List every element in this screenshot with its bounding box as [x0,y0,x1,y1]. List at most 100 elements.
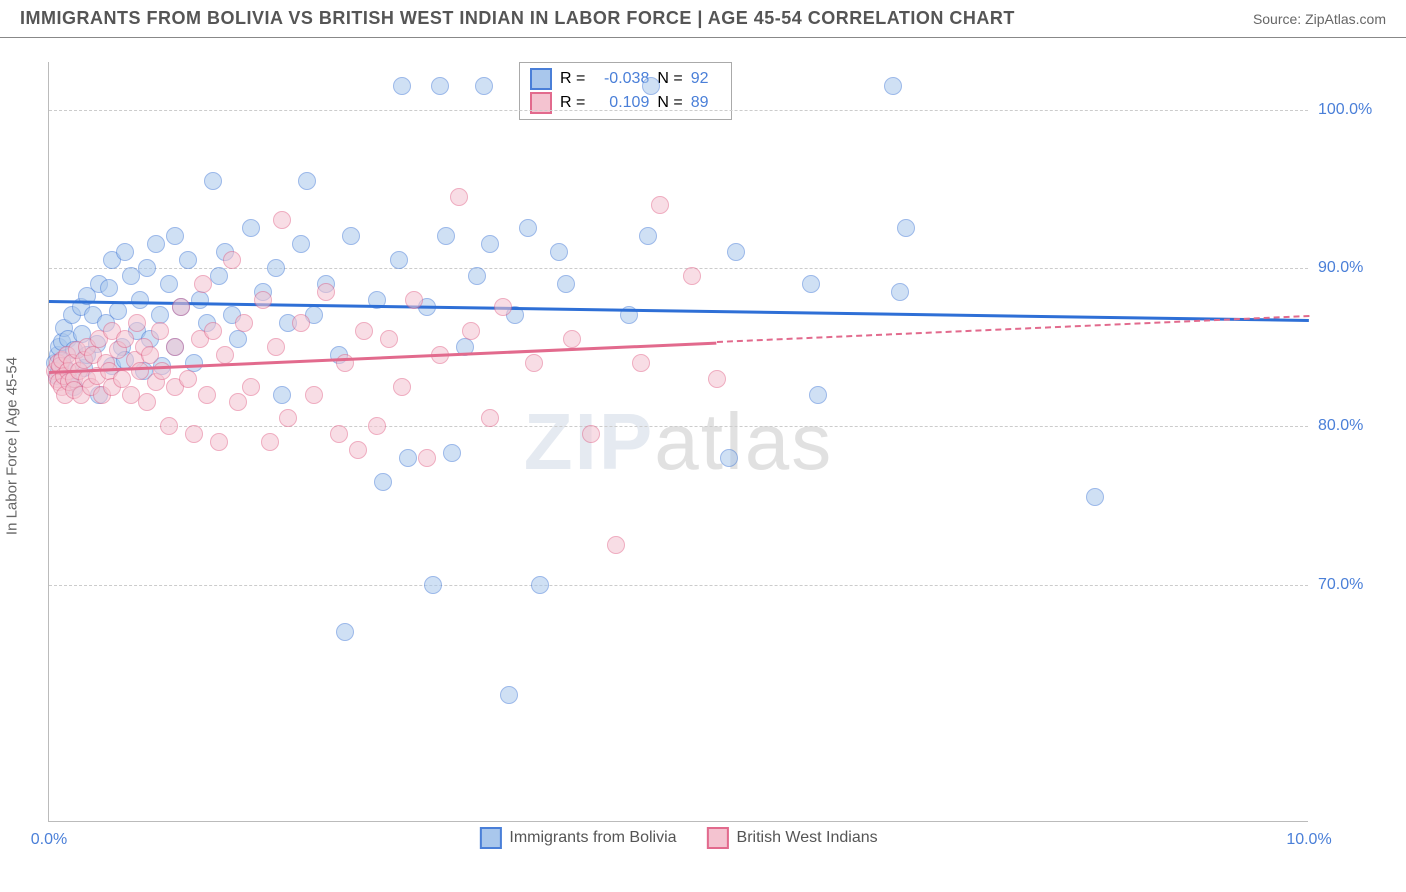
gridline [49,110,1308,111]
y-axis-label: In Labor Force | Age 45-54 [4,357,21,535]
scatter-point [802,275,820,293]
swatch-bwi [530,92,552,114]
gridline [49,585,1308,586]
r-value-bolivia: -0.038 [593,70,649,88]
scatter-point [390,251,408,269]
scatter-point [147,235,165,253]
scatter-point [809,386,827,404]
scatter-point [267,338,285,356]
scatter-point [122,386,140,404]
series-legend: Immigrants from Bolivia British West Ind… [479,827,877,849]
scatter-point [131,362,149,380]
scatter-point [632,354,650,372]
scatter-point [210,267,228,285]
xtick-label: 0.0% [31,831,67,849]
scatter-point [349,441,367,459]
scatter-point [179,370,197,388]
scatter-point [336,623,354,641]
scatter-point [216,346,234,364]
scatter-point [153,362,171,380]
scatter-point [557,275,575,293]
scatter-point [368,417,386,435]
r-label: R = [560,70,585,88]
ytick-label: 70.0% [1318,576,1388,594]
scatter-point [166,338,184,356]
ytick-label: 80.0% [1318,417,1388,435]
n-value-bolivia: 92 [691,70,721,88]
scatter-point [443,444,461,462]
scatter-point [116,243,134,261]
scatter-point [450,188,468,206]
scatter-chart: ZIPatlas R = -0.038 N = 92 R = 0.109 N =… [48,62,1308,822]
scatter-point [151,322,169,340]
scatter-point [651,196,669,214]
scatter-point [292,314,310,332]
scatter-point [261,433,279,451]
ytick-label: 100.0% [1318,101,1388,119]
source-label: Source: ZipAtlas.com [1253,11,1386,27]
swatch-bolivia [530,68,552,90]
scatter-point [481,409,499,427]
watermark-thin: atlas [654,397,833,486]
scatter-point [210,433,228,451]
scatter-point [160,275,178,293]
scatter-point [563,330,581,348]
legend-row-bolivia: R = -0.038 N = 92 [530,67,721,91]
n-label: N = [657,70,682,88]
scatter-point [235,314,253,332]
scatter-point [342,227,360,245]
scatter-point [109,302,127,320]
scatter-point [100,279,118,297]
swatch-bwi-icon [707,827,729,849]
scatter-point [317,283,335,301]
scatter-point [204,322,222,340]
scatter-point [374,473,392,491]
scatter-point [399,449,417,467]
scatter-point [550,243,568,261]
legend-item-bolivia: Immigrants from Bolivia [479,827,676,849]
scatter-point [481,235,499,253]
scatter-point [273,211,291,229]
scatter-point [727,243,745,261]
series-name-bolivia: Immigrants from Bolivia [509,829,676,847]
scatter-point [330,425,348,443]
scatter-point [405,291,423,309]
watermark: ZIPatlas [524,396,833,488]
scatter-point [138,259,156,277]
scatter-point [582,425,600,443]
scatter-point [336,354,354,372]
scatter-point [639,227,657,245]
scatter-point [223,251,241,269]
scatter-point [642,77,660,95]
scatter-point [708,370,726,388]
scatter-point [468,267,486,285]
scatter-point [141,346,159,364]
scatter-point [138,393,156,411]
legend-row-bwi: R = 0.109 N = 89 [530,91,721,115]
scatter-point [462,322,480,340]
scatter-point [254,291,272,309]
scatter-point [122,267,140,285]
correlation-legend: R = -0.038 N = 92 R = 0.109 N = 89 [519,62,732,120]
xtick-label: 10.0% [1286,831,1331,849]
scatter-point [500,686,518,704]
scatter-point [418,449,436,467]
scatter-point [166,227,184,245]
trend-line-dashed [717,315,1309,343]
scatter-point [720,449,738,467]
chart-title: IMMIGRANTS FROM BOLIVIA VS BRITISH WEST … [20,8,1015,29]
scatter-point [242,219,260,237]
scatter-point [531,576,549,594]
scatter-point [298,172,316,190]
scatter-point [475,77,493,95]
scatter-point [179,251,197,269]
chart-header: IMMIGRANTS FROM BOLIVIA VS BRITISH WEST … [0,0,1406,38]
scatter-point [519,219,537,237]
scatter-point [273,386,291,404]
scatter-point [191,291,209,309]
scatter-point [292,235,310,253]
scatter-point [437,227,455,245]
scatter-point [393,378,411,396]
swatch-bolivia-icon [479,827,501,849]
scatter-point [683,267,701,285]
